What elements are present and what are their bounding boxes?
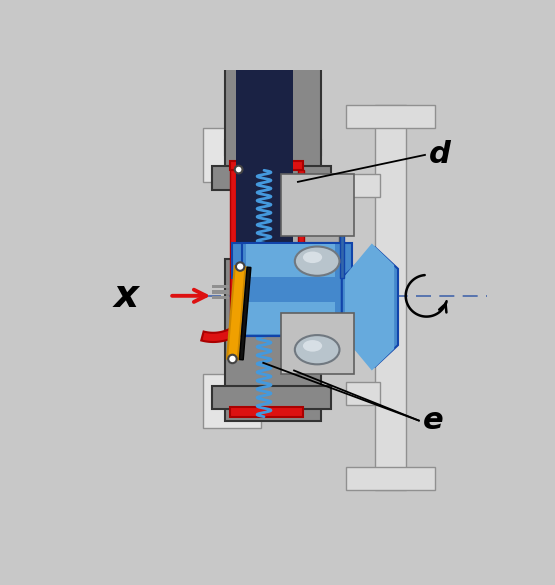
Bar bbox=[233, 194, 339, 332]
Text: x: x bbox=[114, 277, 139, 315]
Bar bbox=[236, 170, 292, 332]
Bar bbox=[242, 243, 342, 336]
Polygon shape bbox=[345, 243, 394, 370]
Bar bbox=[203, 374, 261, 428]
Text: d: d bbox=[429, 140, 451, 170]
Circle shape bbox=[235, 166, 243, 173]
Bar bbox=[233, 301, 352, 336]
Bar bbox=[236, 9, 292, 170]
Bar bbox=[225, 9, 321, 170]
Bar bbox=[211, 290, 229, 294]
Bar bbox=[211, 285, 229, 288]
Polygon shape bbox=[227, 266, 245, 359]
Circle shape bbox=[236, 262, 244, 271]
Bar bbox=[225, 259, 321, 421]
Bar bbox=[346, 467, 435, 490]
Bar bbox=[281, 313, 354, 374]
Bar bbox=[203, 128, 261, 182]
Bar bbox=[246, 244, 335, 277]
Bar bbox=[346, 105, 435, 128]
Polygon shape bbox=[239, 267, 251, 360]
Bar bbox=[281, 174, 354, 236]
Ellipse shape bbox=[295, 246, 340, 276]
Bar bbox=[346, 174, 380, 197]
Ellipse shape bbox=[303, 252, 322, 263]
Bar bbox=[346, 382, 380, 405]
Bar bbox=[225, 139, 321, 155]
Circle shape bbox=[228, 355, 236, 363]
Bar bbox=[233, 194, 339, 263]
Bar bbox=[375, 105, 406, 490]
Bar bbox=[211, 386, 331, 409]
Bar bbox=[230, 161, 303, 170]
Ellipse shape bbox=[295, 335, 340, 364]
Bar bbox=[298, 170, 304, 332]
Bar bbox=[246, 302, 335, 334]
Bar bbox=[230, 170, 236, 332]
Bar bbox=[230, 408, 303, 417]
Ellipse shape bbox=[303, 340, 322, 352]
Bar bbox=[233, 243, 352, 278]
Bar bbox=[340, 185, 344, 278]
Bar bbox=[211, 167, 331, 190]
Polygon shape bbox=[201, 326, 240, 342]
Bar bbox=[211, 296, 229, 299]
Text: e: e bbox=[423, 406, 443, 435]
Polygon shape bbox=[342, 247, 398, 367]
